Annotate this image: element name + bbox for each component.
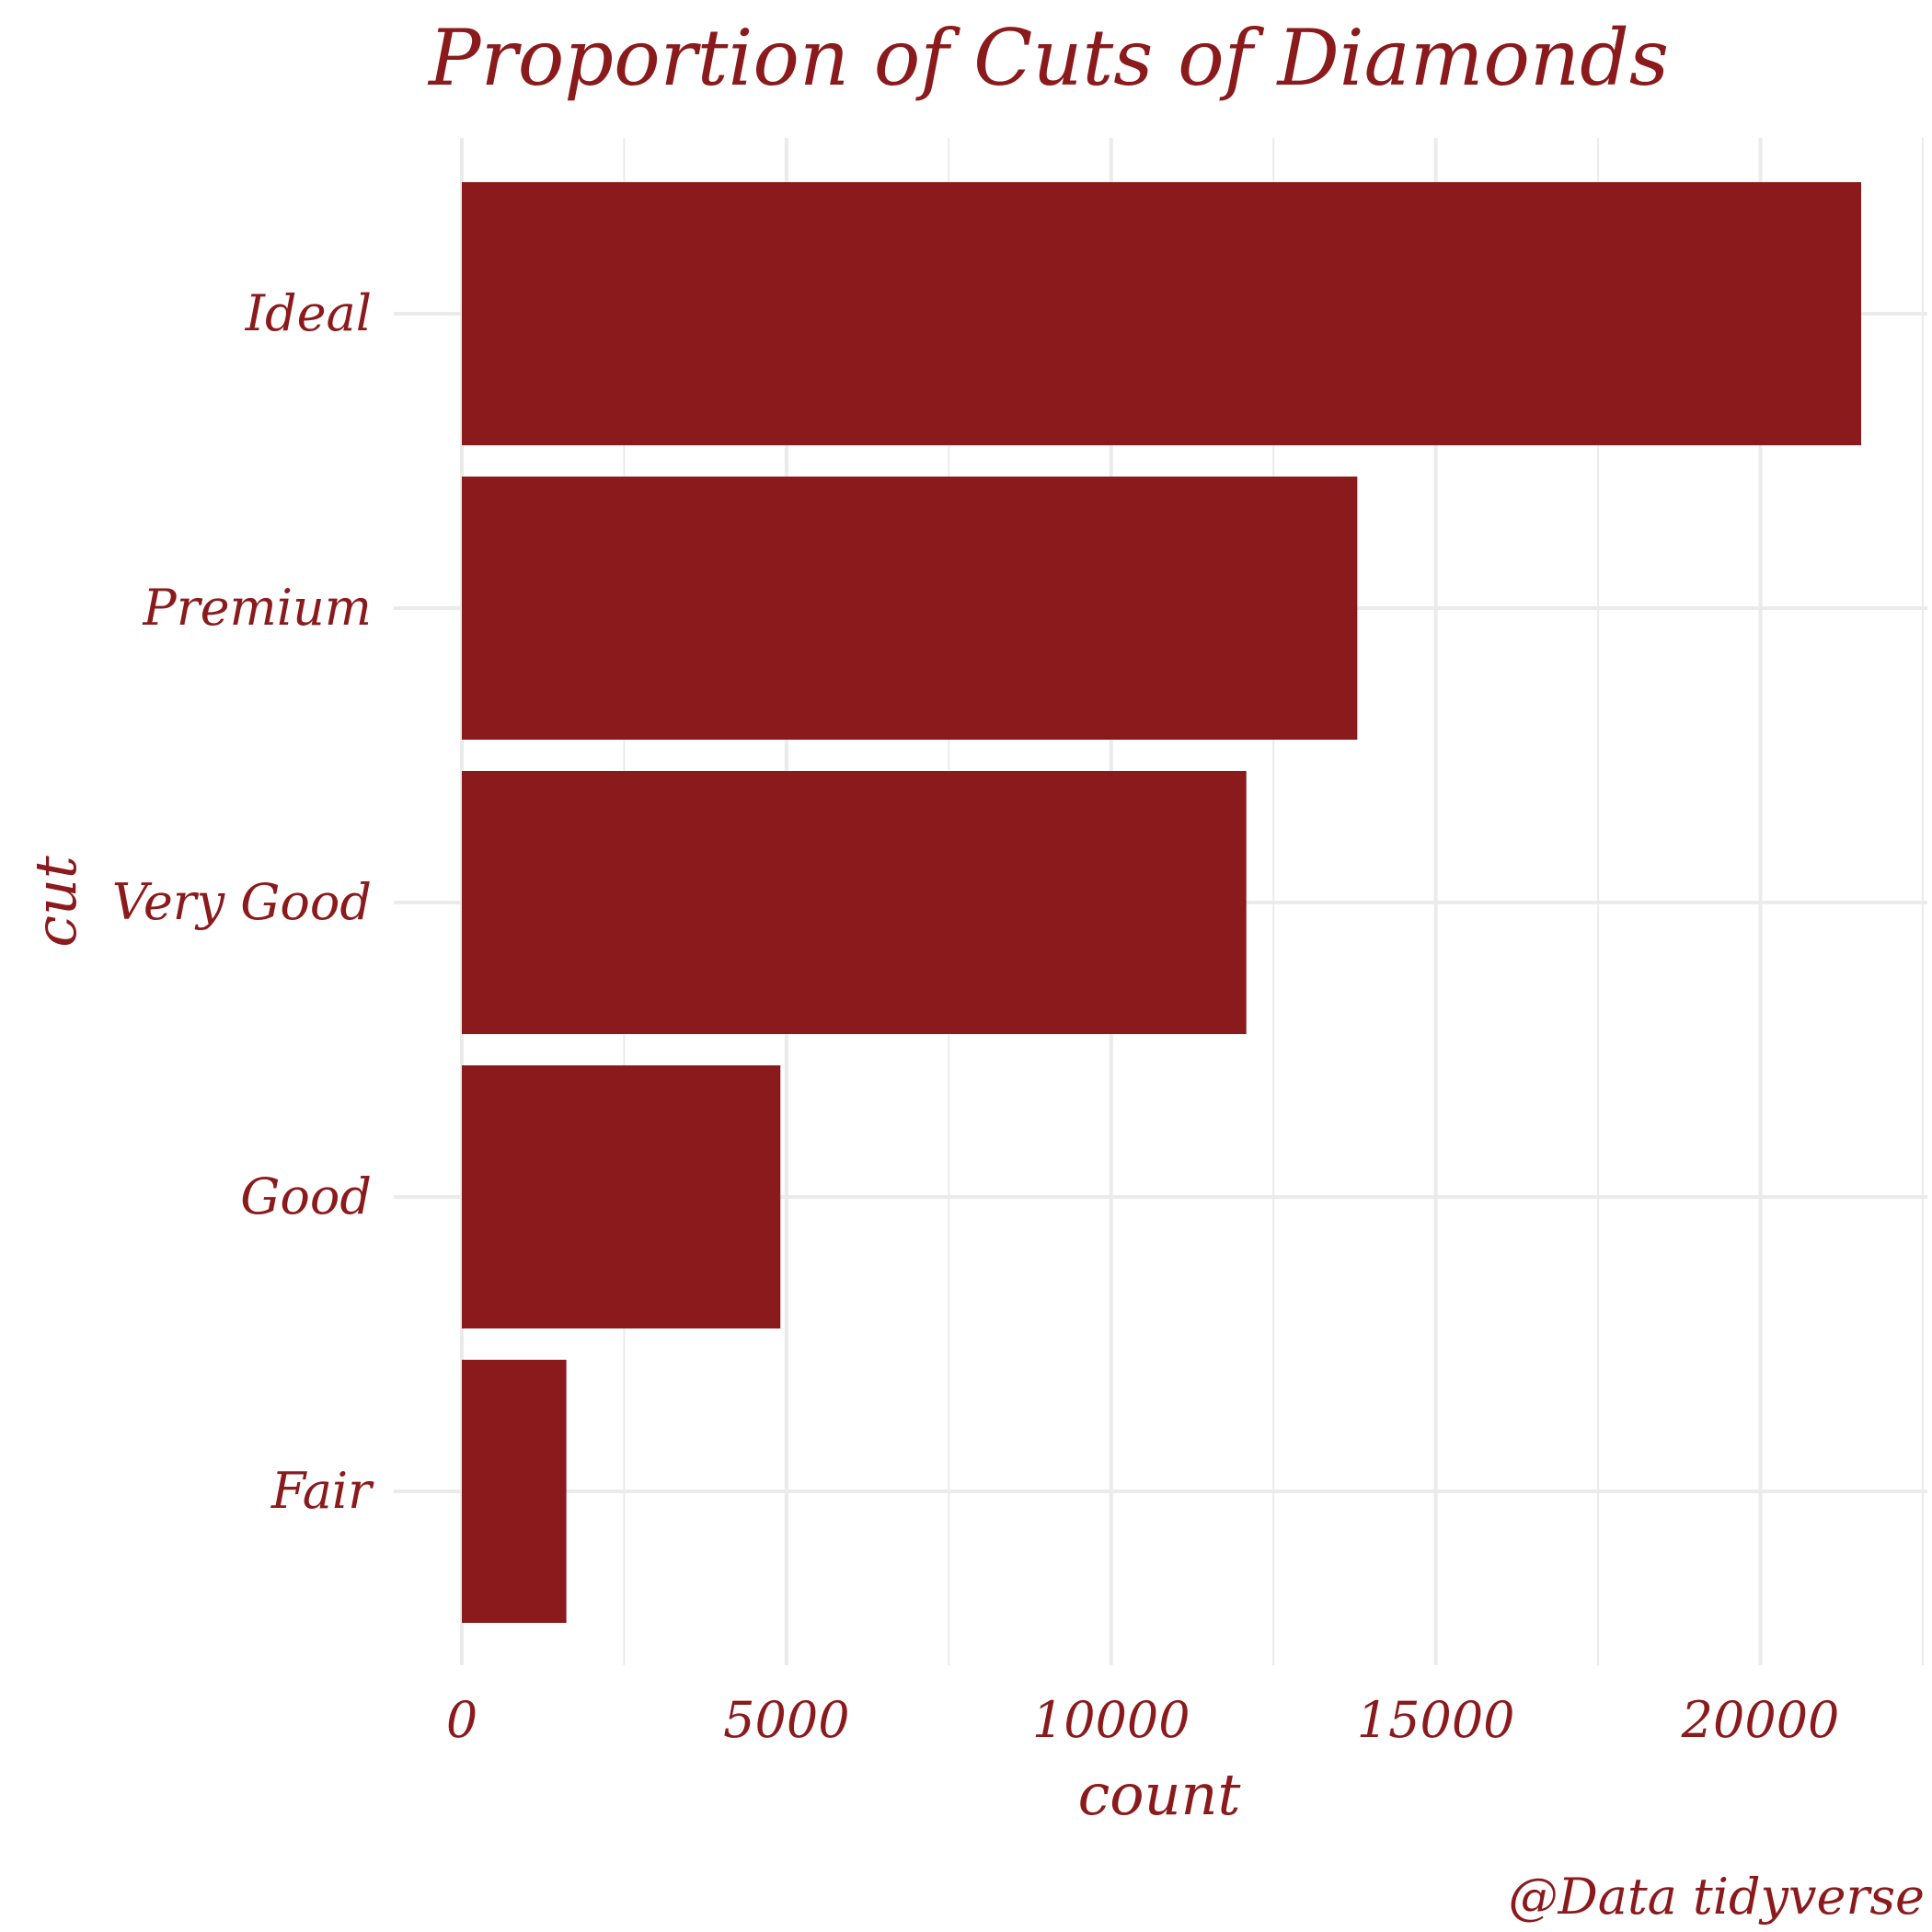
y-tick-labels: Ideal Premium Very Good Good Fair: [112, 284, 374, 1520]
y-tick-label: Fair: [270, 1462, 374, 1520]
bars: [462, 182, 1861, 1623]
chart-caption: @Data tidyverse: [1508, 1868, 1925, 1926]
bar-good: [462, 1065, 781, 1328]
x-tick-label: 0: [446, 1691, 477, 1749]
x-tick-label: 10000: [1032, 1691, 1190, 1749]
x-tick-label: 20000: [1681, 1691, 1840, 1749]
x-tick-label: 15000: [1357, 1691, 1515, 1749]
y-tick-label: Ideal: [245, 284, 372, 342]
y-tick-label: Premium: [142, 579, 372, 637]
chart-title: Proportion of Cuts of Diamonds: [427, 13, 1669, 103]
x-tick-labels: 0 5000 10000 15000 20000: [446, 1691, 1840, 1749]
y-axis-title: cut: [22, 856, 89, 948]
bar-very-good: [462, 771, 1247, 1034]
bar-ideal: [462, 182, 1861, 445]
y-tick-label: Good: [240, 1167, 372, 1225]
bar-fair: [462, 1360, 567, 1623]
bar-premium: [462, 477, 1358, 740]
y-tick-label: Very Good: [112, 873, 372, 931]
x-tick-label: 5000: [723, 1691, 849, 1749]
x-axis-title: count: [1078, 1761, 1241, 1828]
